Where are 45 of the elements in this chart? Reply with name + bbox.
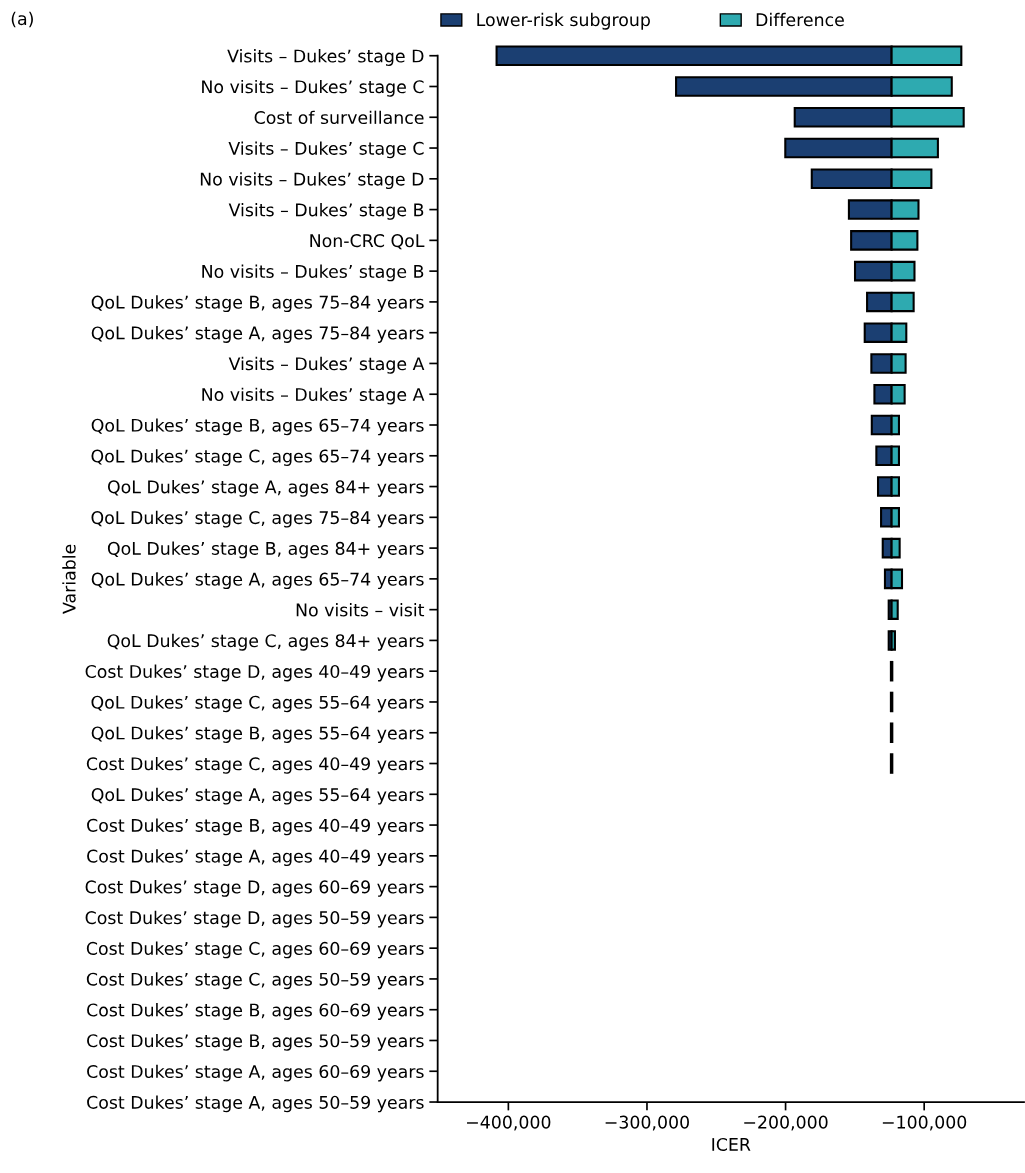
x-tick-label: −300,000	[605, 1115, 689, 1131]
y-tick-label: No visits – Dukes’ stage D	[200, 172, 424, 190]
y-tick-label: Cost Dukes’ stage B, ages 60–69 years	[87, 1003, 424, 1020]
y-tick-label: QoL Dukes’ stage B, ages 84+ years	[107, 541, 424, 559]
y-tick-label: QoL Dukes’ stage B, ages 75–84 years	[91, 295, 424, 313]
legend-label: Difference	[756, 12, 844, 27]
y-tick-label: Cost Dukes’ stage A, ages 60–69 years	[87, 1064, 424, 1082]
y-tick-label: Cost Dukes’ stage B, ages 50–59 years	[87, 1033, 424, 1051]
x-axis-title: ICER	[712, 1137, 751, 1152]
y-tick-label: QoL Dukes’ stage A, ages 55–64 years	[91, 787, 424, 805]
x-tick-label: −400,000	[467, 1115, 551, 1131]
y-tick-label: Cost Dukes’ stage D, ages 60–69 years	[85, 880, 424, 897]
y-tick-label: Visits – Dukes’ stage C	[228, 141, 424, 159]
y-tick-label: Cost Dukes’ stage C, ages 40–49 years	[86, 756, 424, 774]
y-tick-label: Cost of surveillance	[254, 110, 424, 125]
y-tick-label: Cost Dukes’ stage D, ages 50–59 years	[85, 910, 424, 928]
y-tick-label: No visits – Dukes’ stage C	[202, 79, 424, 97]
y-tick-label: No visits – Dukes’ stage A	[202, 387, 425, 405]
y-axis-title: Variable	[62, 544, 76, 614]
y-tick-label: QoL Dukes’ stage C, ages 75–84 years	[91, 510, 424, 528]
y-tick-label: Cost Dukes’ stage A, ages 50–59 years	[87, 1095, 424, 1113]
y-tick-label: Cost Dukes’ stage C, ages 50–59 years	[86, 972, 424, 990]
y-tick-label: No visits – Dukes’ stage B	[202, 264, 424, 282]
y-tick-label: QoL Dukes’ stage C, ages 84+ years	[107, 633, 424, 651]
y-tick-label: Non-CRC QoL	[310, 234, 425, 250]
y-tick-label: QoL Dukes’ stage B, ages 65–74 years	[91, 418, 424, 436]
y-tick-label: Cost Dukes’ stage A, ages 40–49 years	[87, 849, 424, 867]
y-tick-label: Cost Dukes’ stage C, ages 60–69 years	[86, 941, 424, 959]
y-tick-label: Visits – Dukes’ stage B	[228, 202, 424, 220]
y-tick-label: Cost Dukes’ stage B, ages 40–49 years	[87, 818, 424, 836]
y-tick-label: Visits – Dukes’ stage A	[228, 356, 425, 374]
y-tick-label: No visits – visit	[296, 603, 425, 617]
y-tick-label: Visits – Dukes’ stage D	[227, 49, 424, 66]
y-tick-label: QoL Dukes’ stage B, ages 55–64 years	[91, 726, 424, 743]
x-tick-label: −200,000	[744, 1115, 828, 1131]
bar	[890, 599, 899, 620]
legend-label: Lower-risk subgroup	[477, 12, 650, 30]
y-tick-label: QoL Dukes’ stage A, ages 75–84 years	[91, 326, 424, 343]
y-tick-label: Cost Dukes’ stage D, ages 40–49 years	[85, 664, 424, 682]
y-tick-label: QoL Dukes’ stage C, ages 55–64 years	[91, 695, 424, 713]
y-tick-label: QoL Dukes’ stage C, ages 65–74 years	[91, 449, 424, 466]
y-tick-label: QoL Dukes’ stage A, ages 65–74 years	[91, 572, 424, 590]
y-tick-label: QoL Dukes’ stage A, ages 84+ years	[107, 479, 424, 497]
x-tick-label: −100,000	[882, 1115, 967, 1131]
text: (a)	[11, 11, 33, 28]
